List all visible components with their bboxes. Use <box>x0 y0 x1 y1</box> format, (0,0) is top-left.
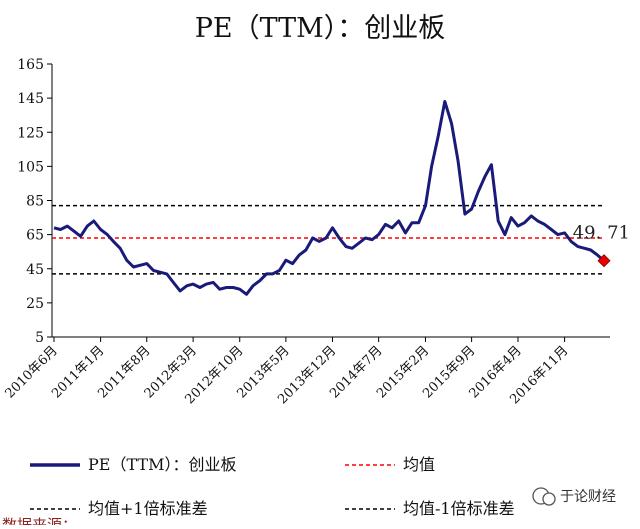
footer-text: 数据来源： <box>2 516 77 525</box>
y-tick-label: 65 <box>26 228 44 244</box>
legend-label: 均值 <box>403 455 435 474</box>
y-tick-label: 125 <box>17 125 44 141</box>
y-tick-label: 145 <box>17 91 44 107</box>
y-tick-label: 25 <box>26 296 44 312</box>
y-tick-label: 85 <box>26 194 44 210</box>
legend-label: 均值-1倍标准差 <box>403 499 515 518</box>
watermark: 于论财经 <box>532 487 616 506</box>
last-value-label: 49. 71 <box>573 223 630 244</box>
wechat-icon-bubble <box>542 492 556 506</box>
chart-title: PE（TTM）：创业板 <box>195 13 446 44</box>
watermark-text: 于论财经 <box>560 489 616 505</box>
series <box>53 100 605 296</box>
series-line-pe-ttm <box>53 100 605 296</box>
y-tick-label: 5 <box>35 330 44 346</box>
y-tick-label: 45 <box>26 262 44 278</box>
reference-lines <box>52 204 602 275</box>
legend-label: PE（TTM）：创业板 <box>88 455 236 474</box>
annotations: 49. 71 <box>573 223 630 268</box>
last-point-marker <box>597 254 611 268</box>
y-tick-label: 105 <box>17 159 44 175</box>
y-tick-label: 165 <box>17 57 44 73</box>
legend-label: 均值+1倍标准差 <box>88 499 208 518</box>
footer: 数据来源： <box>2 516 77 529</box>
axes: 1651451251058565452552010年6月2011年1月2011年… <box>3 57 610 407</box>
